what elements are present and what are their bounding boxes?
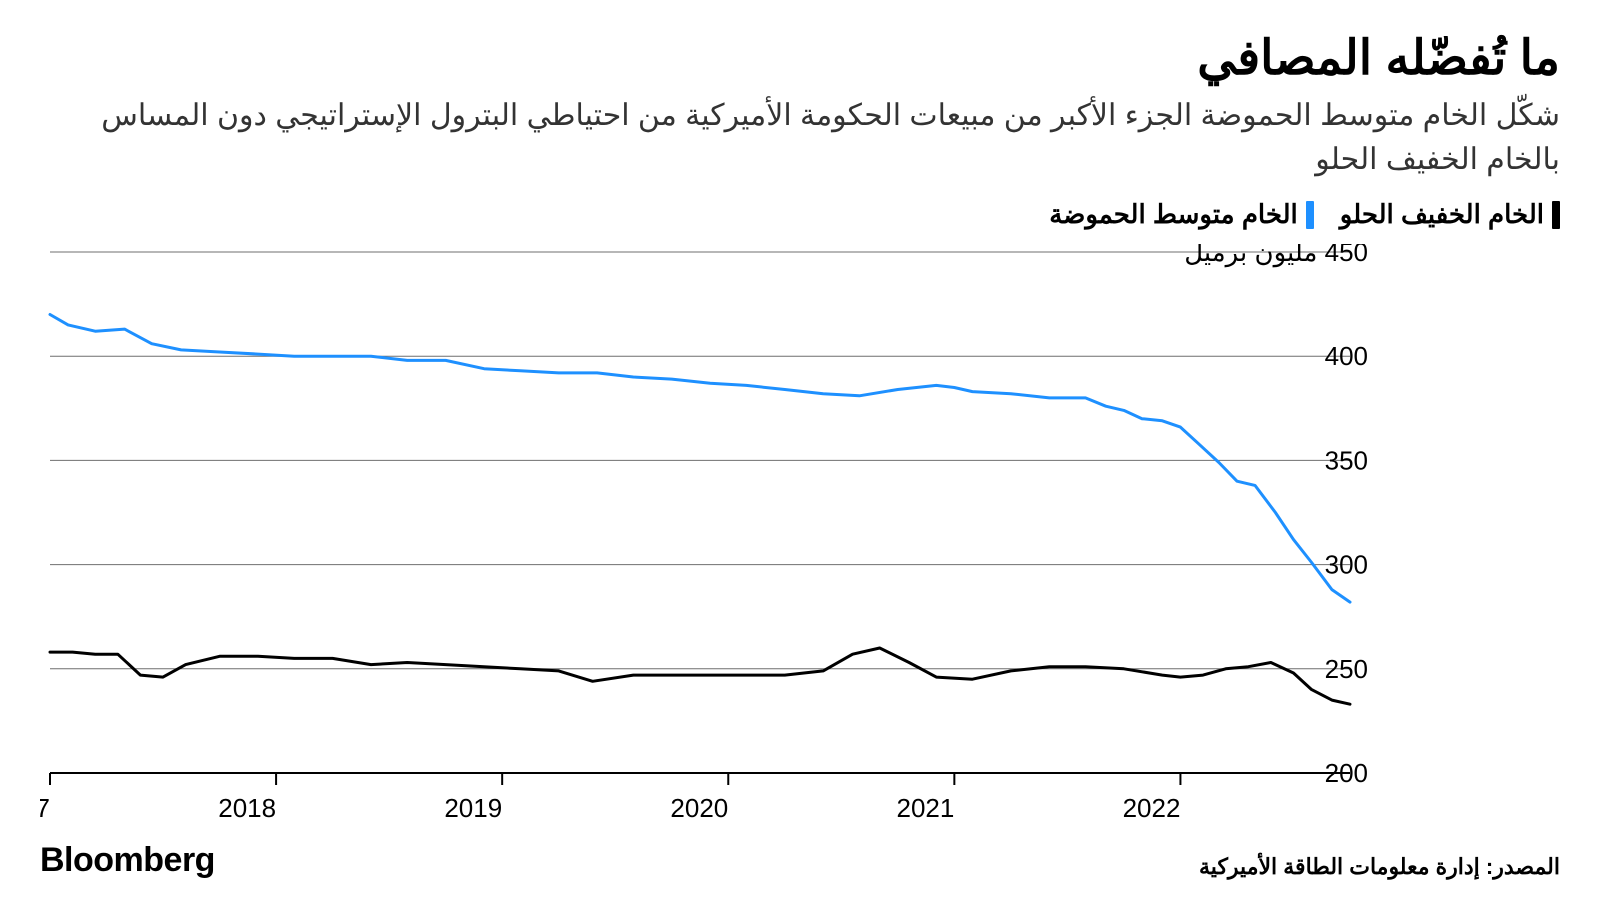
legend-label-sour: الخام متوسط الحموضة [1049, 199, 1297, 230]
svg-text:250: 250 [1325, 654, 1368, 684]
series-line-sweet [50, 648, 1350, 704]
svg-text:350: 350 [1325, 445, 1368, 475]
svg-text:400: 400 [1325, 341, 1368, 371]
legend: الخام الخفيف الحلو الخام متوسط الحموضة [40, 199, 1560, 230]
svg-text:2018: 2018 [218, 793, 276, 823]
chart-subtitle: شكّل الخام متوسط الحموضة الجزء الأكبر من… [40, 94, 1560, 181]
chart-area: 200 250 300 350 400 450 مليون برميل 2017 2018 20… [40, 244, 1560, 831]
legend-item-sour: الخام متوسط الحموضة [1049, 199, 1313, 230]
legend-swatch-sour [1306, 201, 1314, 229]
source-label: المصدر: إدارة معلومات الطاقة الأميركية [1199, 854, 1560, 880]
legend-label-sweet: الخام الخفيف الحلو [1340, 199, 1544, 230]
series-line-sour [50, 315, 1350, 603]
chart-title: ما تُفضّله المصافي [40, 30, 1560, 86]
svg-text:2022: 2022 [1123, 793, 1181, 823]
svg-text:450 مليون برميل: 450 مليون برميل [1184, 244, 1368, 268]
svg-text:300: 300 [1325, 550, 1368, 580]
svg-text:2019: 2019 [444, 793, 502, 823]
brand-label: Bloomberg [40, 841, 215, 880]
svg-text:200: 200 [1325, 758, 1368, 788]
svg-text:2017: 2017 [40, 793, 50, 823]
legend-item-sweet: الخام الخفيف الحلو [1340, 199, 1560, 230]
line-chart-svg: 200 250 300 350 400 450 مليون برميل 2017 2018 20… [40, 244, 1560, 831]
svg-text:2021: 2021 [897, 793, 955, 823]
svg-text:2020: 2020 [670, 793, 728, 823]
legend-swatch-sweet [1552, 201, 1560, 229]
